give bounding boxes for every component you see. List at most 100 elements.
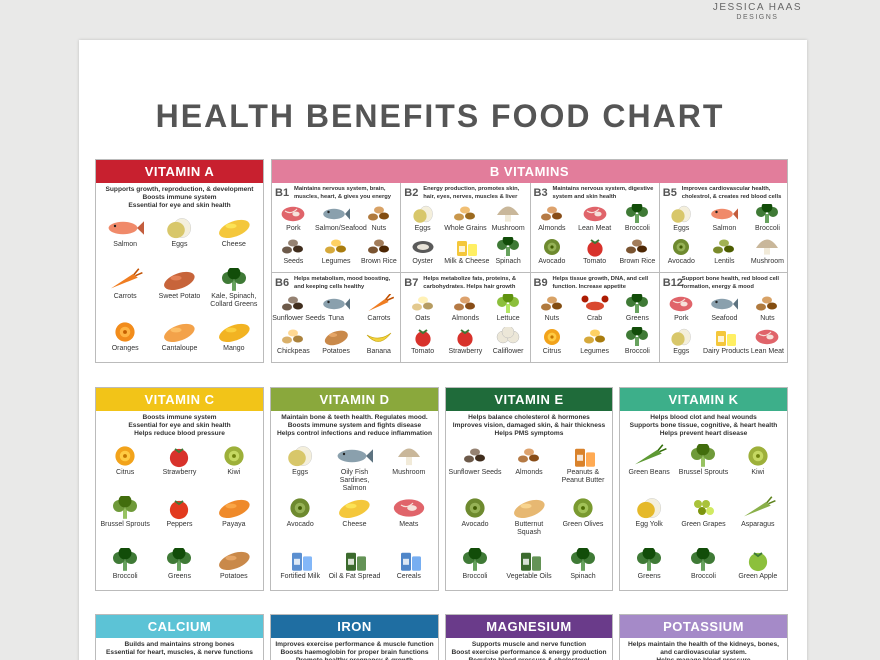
citrus-icon [543,329,560,345]
vitamin-c-panel: VITAMIN C Boosts immune system Essential f… [95,387,264,591]
benefit-line: Helps reduce blood pressure [134,430,225,437]
b-vitamin-b9-section: B9 Helps tissue growth, DNA, and cell fun… [531,273,660,362]
food-item: Dairy Products [703,327,749,356]
grapes-icon [694,500,715,515]
calcium-header: CALCIUM [96,615,263,638]
greens-icon [167,548,192,571]
food-item: Nuts [531,294,573,323]
cauliflower-icon [496,327,520,344]
brussel-sprouts-icon [113,496,138,519]
food-label: Egg Yolk [635,521,663,528]
food-item: Egg Yolk [622,494,676,546]
food-item: Butternut Squash [502,494,556,546]
salmon-icon [108,221,145,235]
food-item: Cantaloupe [152,318,206,362]
food-label: Cantaloupe [161,345,198,352]
b-vitamin-b12-section: B12 Support bone health, red blood cell f… [660,273,787,362]
food-label: Sunflower Seeds [272,315,326,322]
apple-icon [748,552,767,572]
oil-icon [521,552,541,571]
benefit-line: Boosts haemoglobin for proper brain func… [280,649,429,656]
food-label: Kale, Spinach, Collard Greens [210,293,258,308]
food-item: Kiwi [207,442,261,494]
benefit-line: Helps blood clot and heal wounds [650,414,757,421]
vitamin-d-header: VITAMIN D [271,388,438,411]
food-label: Citrus [116,469,135,476]
food-label: Tuna [328,315,344,322]
food-grid: Sunflower Seeds Almonds Peanuts & Peanut B… [446,438,612,590]
b-vitamin-description: Maintains nervous system, digestive syst… [552,186,654,200]
food-item: Spinach [556,546,610,590]
food-label: Meats [399,521,419,528]
food-item: Nuts [358,204,400,233]
sardines-icon [338,449,374,463]
kale-icon [221,268,246,291]
cheese-icon [218,219,250,238]
greens-icon [637,548,662,571]
food-item: Meats [382,494,436,546]
b-vitamin-b6-section: B6 Helps metabolism, mood boosting, and k… [272,273,402,362]
food-label: Greens [637,573,661,580]
food-label: Tomato [583,258,607,265]
food-item: Broccoli [676,546,730,590]
b-vitamin-b5-section: B5 Improves cardiovascular health, choles… [659,183,787,273]
food-label: Strawberry [448,348,483,355]
food-item: Eggs [273,442,327,494]
vitamin-c-header: VITAMIN C [96,388,263,411]
food-label: Eggs [673,348,690,355]
olive-icon [573,498,593,518]
spinach-icon [497,237,520,256]
potassium-header: POTASSIUM [620,615,787,638]
kiwi-icon [224,446,244,466]
benefit-line: Supports bone tissue, cognitive, & heart… [629,422,778,429]
food-label: Oranges [111,345,139,352]
food-label: Broccoli [462,573,488,580]
food-item: Tomato [573,237,615,266]
food-item: Greens [152,546,206,590]
food-item: Greens [616,294,658,323]
food-item: Eggs [660,204,703,233]
food-row: Nuts Crab Greens [531,294,659,323]
food-label: Broccoli [754,225,780,232]
food-row: Oyster Milk & Cheese Spinach [401,237,529,266]
food-item: Peanuts & Peanut Butter [556,442,610,494]
banana-icon [366,332,392,342]
food-label: Mushroom [491,225,525,232]
food-item: Avocado [531,237,573,266]
food-item: Mango [207,318,261,362]
b-vitamin-code: B12 [662,277,683,289]
food-item: Mushroom [382,442,436,494]
benefit-line: Regulate blood pressure & cholesterol [449,657,609,660]
food-item: Brown Rice [616,237,658,266]
food-label: Mushroom [392,469,426,476]
food-item: Broccoli [746,204,787,233]
food-label: Oily Fish Sardines, Salmon [339,469,370,492]
food-label: Legumes [580,348,610,355]
food-label: Legumes [321,258,351,265]
food-label: Milk & Cheese [444,258,490,265]
food-item: Strawberry [152,442,206,494]
food-item: Almonds [444,294,486,323]
food-label: Citrus [542,348,562,355]
food-item: Avocado [448,494,502,546]
food-item: Cheese [327,494,381,546]
brand-name: JESSICA HAAS [712,2,802,13]
food-item: Almonds [531,204,573,233]
food-label: Nuts [760,315,775,322]
food-label: Avocado [461,521,489,528]
kiwi-icon [748,446,768,466]
food-item: Sweet Potato [152,266,206,318]
meat-icon [393,499,425,517]
food-label: Potatoes [220,573,248,580]
nuts-icon [367,206,389,221]
food-item: Strawberry [444,327,486,356]
food-item: Legumes [573,327,615,356]
food-item: Whole Grains [444,204,487,233]
food-label: Broccoli [691,573,716,580]
food-item: Green Apple [731,546,785,590]
food-label: Lean Meat [750,348,784,355]
benefit-line: Boosts immune system and fights disease [287,422,422,429]
food-label: Avocado [538,258,566,265]
orange-icon [115,322,135,342]
benefit-line: Improves exercise performance & muscle f… [275,641,434,648]
